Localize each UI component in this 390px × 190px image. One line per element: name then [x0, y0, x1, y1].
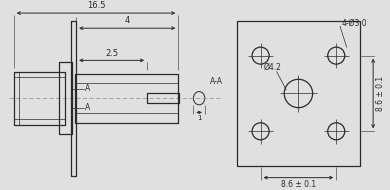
Text: 16.5: 16.5: [87, 1, 105, 10]
Text: 1: 1: [197, 115, 201, 121]
Text: 2.5: 2.5: [105, 48, 118, 58]
Text: 4: 4: [125, 16, 130, 25]
Text: 8.6 ± 0.1: 8.6 ± 0.1: [281, 180, 316, 189]
Text: A: A: [85, 103, 90, 112]
Text: A-A: A-A: [209, 77, 223, 86]
Text: Ø4.2: Ø4.2: [263, 63, 281, 72]
Text: A: A: [85, 84, 90, 93]
Text: 4-Ø3.0: 4-Ø3.0: [342, 19, 367, 28]
Text: 8.6 ± 0.1: 8.6 ± 0.1: [376, 76, 385, 111]
